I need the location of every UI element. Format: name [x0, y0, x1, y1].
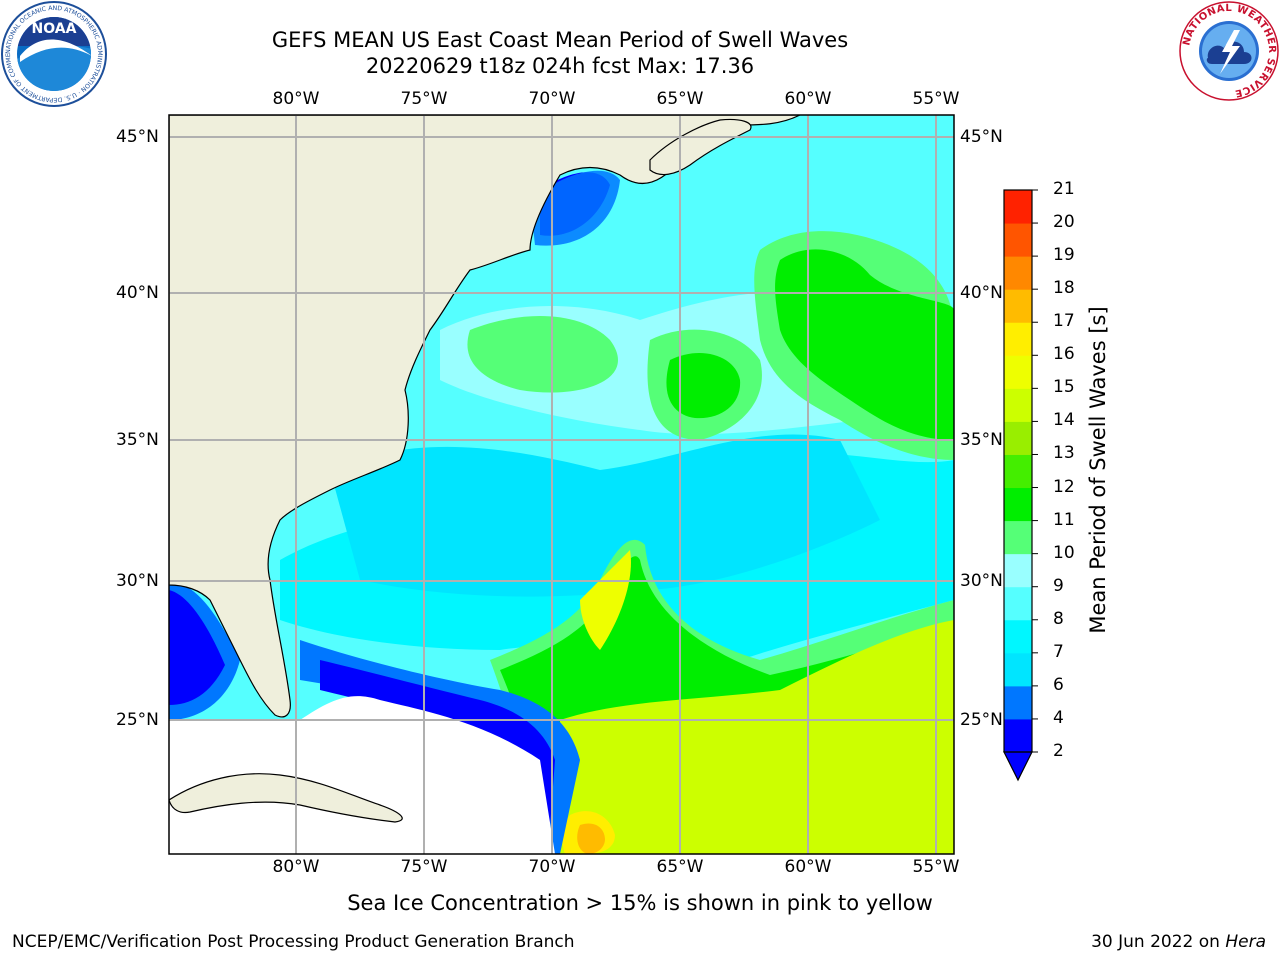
- noaa-logo: NATIONAL OCEANIC AND ATMOSPHERIC ADMINIS…: [0, 0, 107, 107]
- contour-band-14s-south: [560, 620, 954, 854]
- colorbar-title: Mean Period of Swell Waves [s]: [1086, 306, 1110, 634]
- lon-label-bottom: 55°W: [912, 857, 960, 877]
- contour-band-6s: [330, 434, 880, 597]
- colorbar-tick-label: 17: [1053, 311, 1075, 332]
- lon-label-top: 55°W: [912, 89, 960, 109]
- lon-label-top: 60°W: [784, 89, 832, 109]
- lat-label-left: 30°N: [116, 571, 159, 591]
- colorbar-band: [1004, 322, 1032, 356]
- no-data-zone: [169, 696, 555, 854]
- colorbar-band: [1004, 421, 1032, 455]
- colorbar-tick-label: 13: [1053, 443, 1075, 464]
- map-plot-area: [169, 115, 954, 854]
- noaa-logo-text: NOAA: [32, 21, 77, 37]
- lon-label-top: 80°W: [272, 89, 320, 109]
- contour-band-17s-core: [577, 823, 605, 854]
- lat-label-left: 35°N: [116, 430, 159, 450]
- colorbar-tick-label: 18: [1053, 278, 1075, 299]
- lon-label-top: 70°W: [528, 89, 576, 109]
- lon-label-bottom: 75°W: [400, 857, 448, 877]
- lat-label-right: 45°N: [960, 127, 1003, 147]
- colorbar-border: [1003, 189, 1033, 753]
- colorbar-band: [1004, 718, 1032, 753]
- colorbar-tick-label: 9: [1053, 575, 1064, 596]
- colorbar-tick-label: 8: [1053, 608, 1064, 629]
- colorbar-band: [1004, 553, 1032, 588]
- colorbar-band: [1004, 487, 1032, 522]
- lat-label-left: 45°N: [116, 127, 159, 147]
- lat-label-left: 25°N: [116, 710, 159, 730]
- colorbar-band: [1004, 685, 1032, 720]
- land-nova-scotia: [649, 118, 752, 176]
- chart-subtitle: 20220629 t18z 024h fcst Max: 17.36: [365, 54, 755, 78]
- colorbar-band: [1004, 619, 1032, 654]
- colorbar-band: [1004, 520, 1032, 555]
- lon-label-top: 75°W: [400, 89, 448, 109]
- contour-band-10s-west: [666, 352, 741, 419]
- lat-label-right: 30°N: [960, 571, 1003, 591]
- colorbar-band: [1004, 454, 1032, 489]
- lat-label-left: 40°N: [116, 283, 159, 303]
- lat-label-right: 25°N: [960, 710, 1003, 730]
- lat-label-right: 40°N: [960, 283, 1003, 303]
- contour-band-9s-north: [467, 316, 618, 393]
- map-border: [168, 114, 955, 855]
- land-north-america: [169, 115, 801, 718]
- colorbar-tick-label: 7: [1053, 641, 1064, 662]
- colorbar-tick-label: 10: [1053, 542, 1075, 563]
- lat-label-right: 35°N: [960, 430, 1003, 450]
- caption: Sea Ice Concentration > 15% is shown in …: [347, 891, 933, 915]
- colorbar-band: [1004, 586, 1032, 621]
- lon-label-bottom: 70°W: [528, 857, 576, 877]
- colorbar-tick-label: 11: [1053, 509, 1075, 530]
- colorbar-tick-label: 16: [1053, 344, 1075, 365]
- colorbar-band: [1004, 190, 1032, 224]
- lon-label-bottom: 80°W: [272, 857, 320, 877]
- colorbar-extend-arrow: [1003, 751, 1033, 782]
- footer-date: 30 Jun 2022 on Hera: [1091, 932, 1266, 952]
- colorbar-tick-label: 20: [1053, 212, 1075, 233]
- colorbar-band: [1004, 256, 1032, 290]
- footer-date-text: 30 Jun 2022 on: [1091, 932, 1220, 952]
- footer-machine: Hera: [1225, 932, 1266, 952]
- contour-band-2s-bahamas: [320, 660, 555, 854]
- colorbar-tick-label: 14: [1053, 410, 1075, 431]
- colorbar-band: [1004, 652, 1032, 687]
- colorbar-tick-label: 19: [1053, 245, 1075, 266]
- colorbar-band: [1004, 223, 1032, 257]
- lon-label-bottom: 65°W: [656, 857, 704, 877]
- contour-band-15s-south: [580, 550, 631, 650]
- colorbar-tick-label: 6: [1053, 674, 1064, 695]
- contour-band-10s-east: [775, 249, 954, 440]
- graticule: [169, 115, 954, 854]
- lon-label-bottom: 60°W: [784, 857, 832, 877]
- colorbar-tick-label: 4: [1053, 707, 1064, 728]
- colorbar-band: [1004, 289, 1032, 323]
- lon-label-top: 65°W: [656, 89, 704, 109]
- contour-band-2s-gulf-of-mexico: [169, 590, 225, 705]
- colorbar-band: [1004, 388, 1032, 422]
- colorbar-band: [1004, 355, 1032, 389]
- nws-logo: NATIONAL WEATHER SERVICE: [1179, 1, 1279, 101]
- colorbar-tick-label: 2: [1053, 741, 1064, 761]
- colorbar-tick-label: 15: [1053, 377, 1075, 398]
- chart-title: GEFS MEAN US East Coast Mean Period of S…: [271, 28, 849, 52]
- land-cuba: [169, 773, 403, 823]
- colorbar: [1004, 189, 1038, 753]
- colorbar-tick-label: 21: [1053, 179, 1075, 199]
- footer-credit: NCEP/EMC/Verification Post Processing Pr…: [12, 932, 575, 952]
- colorbar-tick-label: 12: [1053, 476, 1075, 497]
- contour-band-4s-bahamas: [300, 640, 580, 854]
